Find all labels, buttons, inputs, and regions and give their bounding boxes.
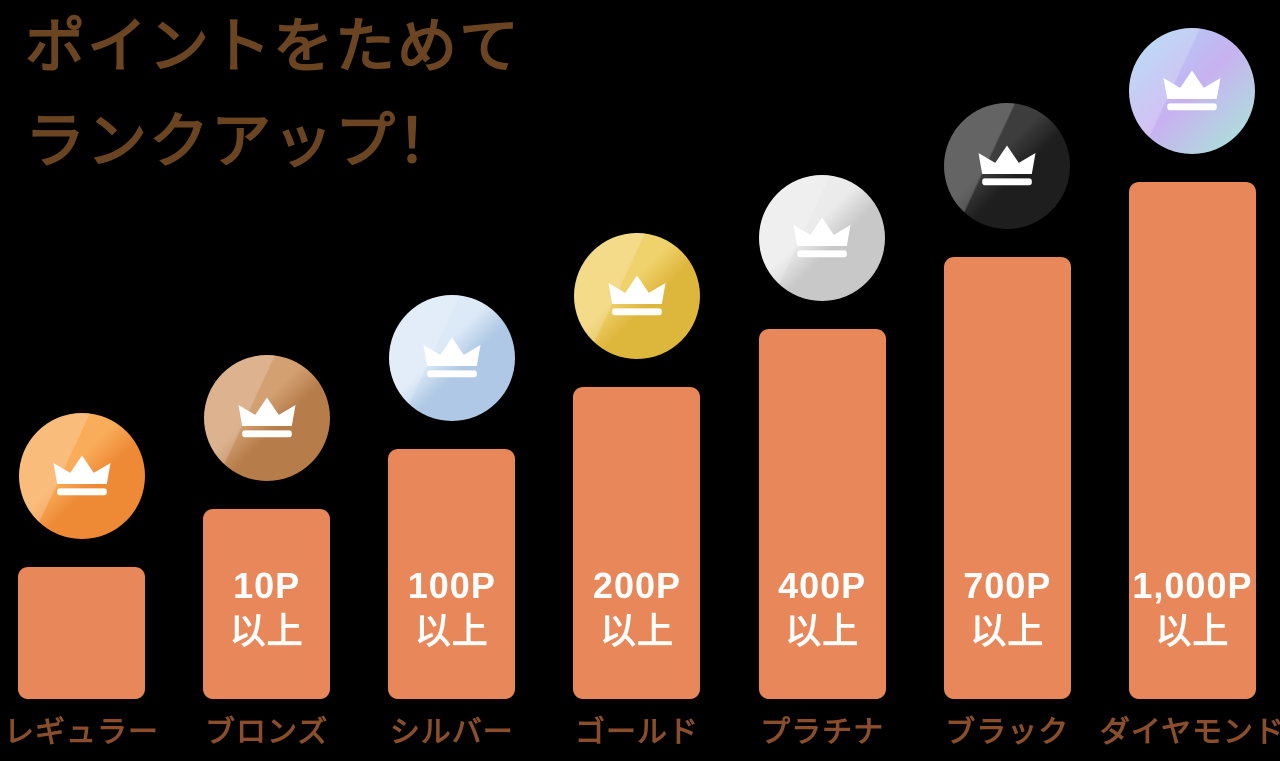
rank-badge — [573, 233, 700, 359]
rank-label: シルバー — [389, 716, 514, 749]
crown-icon — [1163, 70, 1221, 111]
title-line-1: ポイントをためて — [25, 13, 521, 80]
rank-bar: 200P 以上 — [573, 387, 701, 699]
rank-bar — [18, 567, 145, 699]
rank-label: ゴールド — [574, 716, 699, 749]
rank-column-silver: 100P 以上 シルバー — [388, 295, 516, 751]
points-threshold: 10P 以上 — [229, 565, 304, 651]
rank-badge — [203, 355, 330, 481]
rank-label: レギュラー — [4, 716, 159, 749]
rank-columns: レギュラー 10P 以上 ブロンズ — [4, 28, 1280, 751]
points-threshold: 100P 以上 — [407, 565, 496, 651]
rank-badge — [944, 103, 1071, 229]
rank-bar: 400P 以上 — [758, 329, 886, 699]
rank-column-diamond: 1,000P 以上 ダイヤモンド — [1100, 28, 1280, 751]
rank-column-bronze: 10P 以上 ブロンズ — [203, 355, 331, 751]
rank-label: ブラック — [945, 716, 1070, 749]
title-line-2: ランクアップ！ — [25, 107, 459, 175]
rank-label: ダイヤモンド — [1099, 716, 1280, 749]
crown-icon — [423, 337, 481, 378]
rank-bar: 700P 以上 — [943, 257, 1071, 699]
rank-bar: 1,000P 以上 — [1128, 182, 1256, 699]
rank-label: ブロンズ — [204, 716, 329, 749]
points-threshold: 400P 以上 — [778, 565, 867, 651]
rank-column-gold: 200P 以上 ゴールド — [573, 233, 701, 751]
rank-badge — [18, 413, 145, 539]
crown-icon — [608, 275, 666, 316]
rank-column-platinum: 400P 以上 プラチナ — [758, 175, 886, 751]
rank-column-black: 700P 以上 ブラック — [943, 103, 1071, 751]
crown-icon — [238, 397, 296, 438]
rank-column-regular: レギュラー — [4, 413, 158, 751]
points-threshold: 200P 以上 — [592, 565, 681, 651]
crown-icon — [978, 145, 1036, 186]
rank-badge — [759, 175, 886, 301]
rank-bar: 100P 以上 — [388, 449, 516, 699]
rank-badge — [388, 295, 515, 421]
crown-icon — [793, 217, 851, 258]
rank-badge — [1129, 28, 1256, 154]
crown-icon — [52, 455, 111, 496]
points-threshold: 700P 以上 — [963, 565, 1052, 651]
rank-label: プラチナ — [760, 716, 885, 749]
page-title: ポイントをためて ランクアップ！ — [25, 0, 521, 190]
points-threshold: 1,000P 以上 — [1132, 565, 1253, 651]
rank-bar: 10P 以上 — [203, 509, 331, 699]
